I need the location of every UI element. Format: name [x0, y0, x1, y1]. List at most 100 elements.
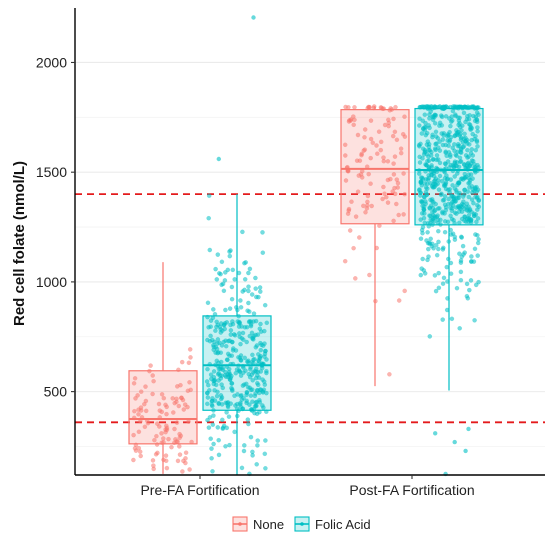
data-point — [221, 288, 227, 294]
jitter-points — [131, 15, 482, 477]
data-point — [205, 366, 210, 372]
data-point — [417, 116, 422, 121]
data-point — [180, 397, 186, 403]
data-point — [393, 201, 399, 207]
data-point — [398, 150, 404, 156]
data-point — [400, 131, 406, 137]
data-point — [246, 300, 251, 306]
data-point — [454, 189, 459, 195]
data-point — [264, 370, 269, 376]
data-point — [246, 319, 252, 325]
data-point — [233, 370, 239, 376]
data-point — [141, 401, 147, 407]
legend: None Folic Acid — [232, 516, 371, 532]
data-point — [235, 392, 240, 397]
data-point — [438, 113, 444, 118]
data-point — [263, 348, 268, 354]
data-point — [455, 115, 461, 120]
data-point — [387, 371, 392, 377]
data-point — [227, 338, 232, 343]
data-point — [401, 171, 406, 176]
data-point — [466, 142, 472, 147]
data-point — [420, 156, 425, 161]
y-tick-label-1500: 1500 — [36, 164, 67, 180]
data-point — [393, 104, 398, 110]
data-point — [443, 114, 449, 119]
data-point — [228, 248, 233, 253]
data-point — [454, 211, 459, 216]
data-point — [353, 214, 359, 219]
data-point — [223, 443, 228, 449]
data-point — [448, 232, 454, 237]
data-point — [473, 212, 479, 217]
data-point — [136, 429, 142, 435]
data-point — [418, 272, 424, 278]
data-point — [351, 122, 357, 128]
data-point — [462, 138, 468, 144]
data-point — [417, 160, 423, 165]
data-point — [254, 343, 260, 348]
data-point — [419, 227, 425, 233]
data-point — [433, 242, 439, 248]
data-point — [214, 277, 220, 282]
data-point — [254, 461, 260, 467]
data-point — [396, 298, 402, 303]
data-point — [454, 128, 459, 133]
data-point — [244, 339, 249, 345]
data-point — [356, 235, 362, 240]
data-point — [378, 147, 384, 153]
data-point — [188, 355, 193, 360]
data-point — [187, 379, 192, 385]
data-point — [449, 193, 454, 199]
data-point — [470, 131, 476, 137]
data-point — [249, 292, 255, 297]
data-point — [374, 143, 379, 148]
data-point — [230, 267, 236, 273]
data-point — [260, 389, 266, 394]
data-point — [466, 194, 472, 200]
data-point — [401, 212, 406, 217]
data-point — [225, 357, 230, 363]
data-point — [208, 318, 214, 324]
data-point — [257, 289, 263, 294]
data-point — [458, 147, 464, 152]
data-point — [214, 324, 219, 330]
data-point — [422, 150, 427, 155]
data-point — [172, 400, 177, 406]
data-point — [133, 396, 138, 401]
box-iqr — [340, 109, 410, 225]
data-point — [174, 384, 180, 389]
data-point — [220, 385, 226, 391]
data-point — [229, 373, 234, 379]
data-point — [151, 378, 156, 384]
data-point — [238, 298, 243, 303]
data-point — [433, 129, 439, 135]
data-point — [352, 105, 357, 110]
data-point — [154, 421, 160, 427]
data-point — [229, 387, 235, 392]
data-point — [419, 211, 425, 216]
data-point — [417, 193, 423, 198]
data-point — [173, 436, 178, 442]
data-point — [236, 354, 241, 360]
box-folic-acid-post-fa-fortification — [414, 106, 484, 391]
data-point — [220, 367, 226, 373]
data-point — [470, 176, 475, 181]
data-point — [392, 129, 398, 135]
data-point — [422, 271, 428, 276]
data-point — [228, 327, 234, 333]
legend-item-none: None — [232, 516, 284, 532]
data-point — [466, 180, 471, 186]
y-tick-label-500: 500 — [44, 384, 68, 400]
points-none — [131, 104, 408, 474]
x-tick-label-post-fa-fortification: Post-FA Fortification — [349, 482, 474, 498]
data-point — [429, 241, 435, 247]
data-point — [381, 155, 386, 160]
data-point — [432, 215, 437, 221]
data-point — [251, 333, 257, 339]
data-point — [216, 366, 222, 372]
data-point — [458, 135, 464, 141]
data-point — [232, 332, 238, 338]
data-point — [440, 317, 446, 322]
data-point — [131, 432, 136, 438]
